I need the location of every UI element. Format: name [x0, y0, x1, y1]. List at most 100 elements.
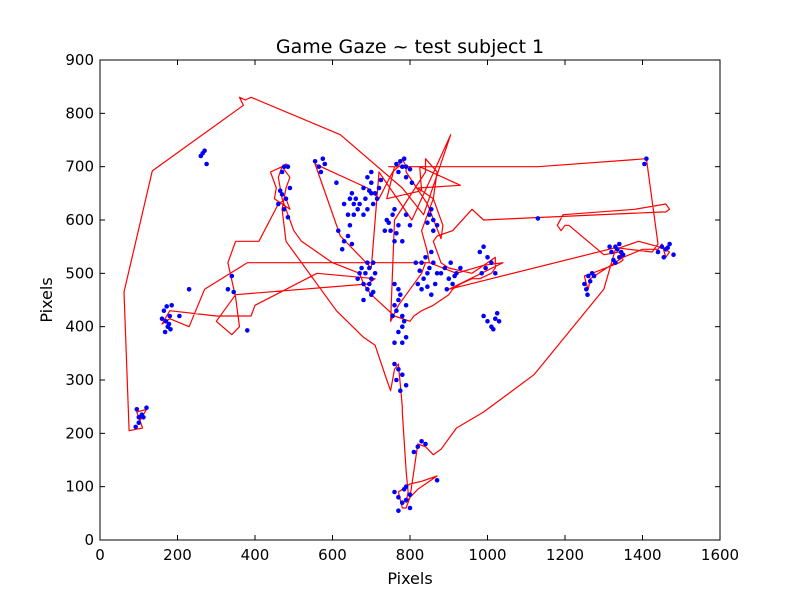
- gaze-point: [425, 284, 430, 289]
- y-tick-label: 500: [65, 264, 94, 282]
- gaze-point: [423, 255, 428, 260]
- gaze-point: [363, 271, 368, 276]
- y-tick-label: 800: [65, 104, 94, 122]
- gaze-point: [369, 276, 374, 281]
- gaze-point: [621, 252, 626, 257]
- gaze-point: [429, 292, 434, 297]
- y-tick-label: 200: [65, 424, 94, 442]
- gaze-point: [396, 508, 401, 513]
- gaze-point: [394, 378, 399, 383]
- gaze-point: [609, 250, 614, 255]
- gaze-point: [371, 260, 376, 265]
- gaze-point: [458, 266, 463, 271]
- gaze-point: [365, 287, 370, 292]
- gaze-point: [394, 231, 399, 236]
- gaze-point: [355, 276, 360, 281]
- gaze-point: [485, 255, 490, 260]
- gaze-point: [656, 250, 661, 255]
- gaze-point: [392, 490, 397, 495]
- gaze-point: [481, 244, 486, 249]
- gaze-point: [617, 255, 622, 260]
- gaze-point: [493, 271, 498, 276]
- gaze-point: [160, 316, 165, 321]
- x-tick-label: 600: [318, 546, 347, 564]
- gaze-point: [230, 274, 235, 279]
- x-tick-label: 800: [396, 546, 425, 564]
- gaze-point: [400, 340, 405, 345]
- gaze-point: [340, 247, 345, 252]
- gaze-point: [392, 340, 397, 345]
- gaze-point: [135, 407, 140, 412]
- gaze-point: [398, 388, 403, 393]
- gaze-point: [386, 220, 391, 225]
- x-tick-label: 200: [163, 546, 192, 564]
- gaze-point: [346, 234, 351, 239]
- gaze-point: [419, 439, 424, 444]
- gaze-point: [617, 242, 622, 247]
- gaze-point: [177, 314, 182, 319]
- gaze-point: [483, 266, 488, 271]
- gaze-point: [660, 244, 665, 249]
- gaze-point: [439, 271, 444, 276]
- gaze-point: [400, 324, 405, 329]
- gaze-point: [478, 250, 483, 255]
- gaze-point: [435, 478, 440, 483]
- gaze-point: [427, 212, 432, 217]
- gaze-point: [367, 266, 372, 271]
- gaze-point: [342, 239, 347, 244]
- gaze-point: [536, 216, 541, 221]
- gaze-point: [431, 218, 436, 223]
- gaze-point: [168, 314, 173, 319]
- gaze-point: [592, 274, 597, 279]
- gaze-point: [396, 367, 401, 372]
- y-axis-label: Pixels: [37, 277, 56, 322]
- gaze-point: [354, 196, 359, 201]
- gaze-point: [408, 167, 413, 172]
- gaze-point: [363, 196, 368, 201]
- gaze-point: [429, 250, 434, 255]
- gaze-point: [443, 266, 448, 271]
- x-tick-label: 1000: [468, 546, 506, 564]
- gaze-point: [352, 202, 357, 207]
- gaze-point: [419, 260, 424, 265]
- gaze-point: [425, 271, 430, 276]
- y-tick-label: 700: [65, 158, 94, 176]
- gaze-point: [280, 170, 285, 175]
- x-tick-label: 1600: [701, 546, 739, 564]
- gaze-point: [404, 498, 409, 503]
- gaze-point: [226, 287, 231, 292]
- gaze-point: [404, 212, 409, 217]
- y-tick-label: 600: [65, 211, 94, 229]
- gaze-point: [402, 156, 407, 161]
- y-tick-label: 100: [65, 478, 94, 496]
- gaze-point: [348, 196, 353, 201]
- gaze-point: [425, 220, 430, 225]
- gaze-point: [350, 191, 355, 196]
- gaze-point: [369, 170, 374, 175]
- gaze-point: [204, 162, 209, 167]
- gaze-point: [286, 215, 291, 220]
- gaze-point: [489, 260, 494, 265]
- gaze-point: [396, 495, 401, 500]
- gaze-point: [278, 188, 283, 193]
- gaze-point: [586, 274, 591, 279]
- gaze-point: [431, 260, 436, 265]
- gaze-point: [350, 242, 355, 247]
- gaze-point: [365, 175, 370, 180]
- gaze-point: [615, 247, 620, 252]
- gaze-point: [396, 330, 401, 335]
- y-tick-label: 900: [65, 51, 94, 69]
- gaze-point: [414, 260, 419, 265]
- gaze-point: [497, 319, 502, 324]
- gaze-point: [167, 322, 172, 327]
- gaze-point: [410, 180, 415, 185]
- x-tick-label: 1400: [623, 546, 661, 564]
- gaze-point: [584, 287, 589, 292]
- gaze-point: [388, 228, 393, 233]
- gaze-point: [392, 282, 397, 287]
- y-tick-label: 300: [65, 371, 94, 389]
- gaze-point: [357, 202, 362, 207]
- gaze-point: [144, 405, 149, 410]
- gaze-point: [367, 282, 372, 287]
- x-axis-label: Pixels: [387, 569, 432, 588]
